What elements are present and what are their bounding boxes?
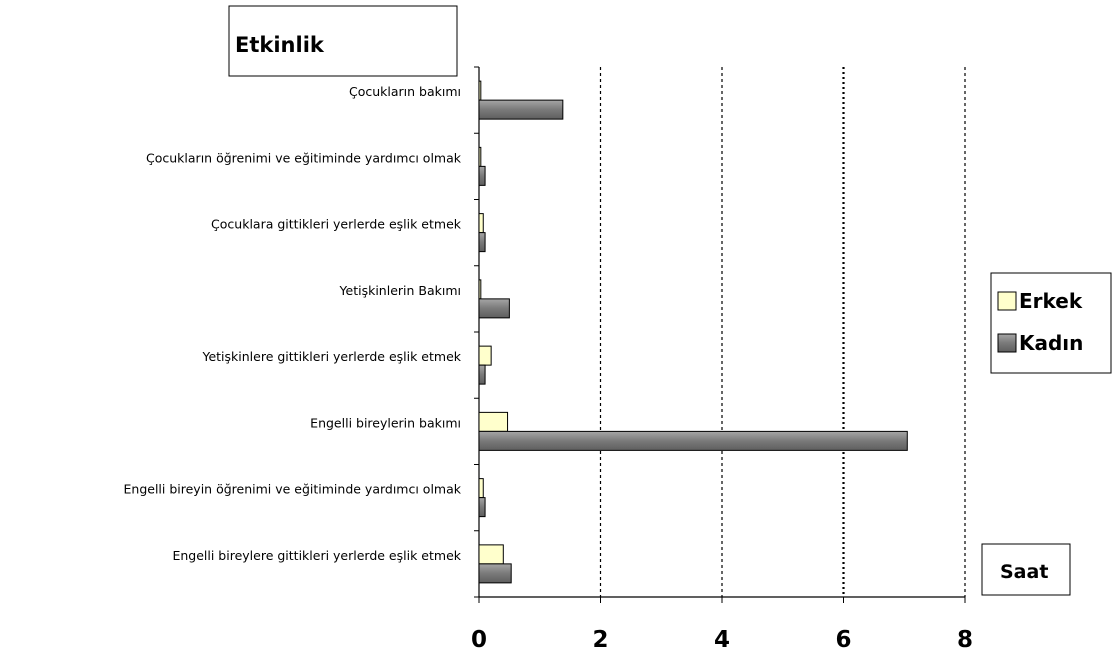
category-label-3: Yetişkinlerin Bakımı	[339, 283, 461, 298]
bar-erkek-6	[478, 478, 484, 499]
tick-labels: 0 2 4 6 8	[471, 627, 973, 653]
legend-swatch-kadın	[997, 333, 1017, 353]
xlabel-box: Saat	[981, 543, 1071, 596]
bar-kadın-6	[478, 497, 486, 518]
category-label-5: Engelli bireylerin bakımı	[310, 415, 461, 430]
bar-kadın-4	[478, 364, 486, 385]
bar-kadın-7	[478, 563, 512, 584]
x-tick-label-4: 4	[714, 627, 730, 653]
bar-kadın-5	[478, 430, 908, 451]
category-labels: Çocukların bakımı Çocukların öğrenimi ve …	[124, 84, 462, 563]
bar-erkek-1	[478, 146, 482, 167]
title-box: Etkinlik	[228, 5, 458, 77]
bar-erkek-7	[478, 544, 504, 565]
legend-label-erkek: Erkek	[1019, 289, 1083, 313]
bar-kadın-0	[478, 99, 564, 120]
x-tick-label-2: 2	[592, 627, 608, 653]
bar-erkek-4	[478, 345, 492, 366]
category-label-7: Engelli bireylere gittikleri yerlerde eş…	[172, 548, 461, 563]
bars	[478, 80, 908, 584]
legend-swatch-erkek	[997, 291, 1017, 311]
bar-kadın-3	[478, 298, 510, 319]
x-tick-label-8: 8	[957, 627, 973, 653]
bar-erkek-5	[478, 411, 509, 432]
x-axis-label: Saat	[1000, 561, 1048, 583]
chart-title: Etkinlik	[235, 33, 325, 57]
category-label-4: Yetişkinlere gittikleri yerlerde eşlik e…	[201, 349, 461, 364]
bar-kadın-1	[478, 165, 486, 186]
x-tick-label-6: 6	[835, 627, 851, 653]
x-tick-label-0: 0	[471, 627, 487, 653]
category-label-0: Çocukların bakımı	[349, 84, 461, 99]
category-label-6: Engelli bireyin öğrenimi ve eğitiminde y…	[124, 482, 462, 497]
grid-lines	[599, 67, 966, 597]
bar-erkek-3	[478, 279, 482, 300]
category-label-2: Çocuklara gittikleri yerlerde eşlik etme…	[211, 217, 462, 232]
bar-kadın-2	[478, 232, 486, 253]
legend-label-kadın: Kadın	[1019, 331, 1083, 355]
legend: Erkek Kadın	[990, 272, 1112, 374]
bar-erkek-0	[478, 80, 482, 101]
bar-erkek-2	[478, 213, 484, 234]
category-label-1: Çocukların öğrenimi ve eğitiminde yardım…	[146, 150, 462, 165]
axes	[474, 66, 966, 603]
